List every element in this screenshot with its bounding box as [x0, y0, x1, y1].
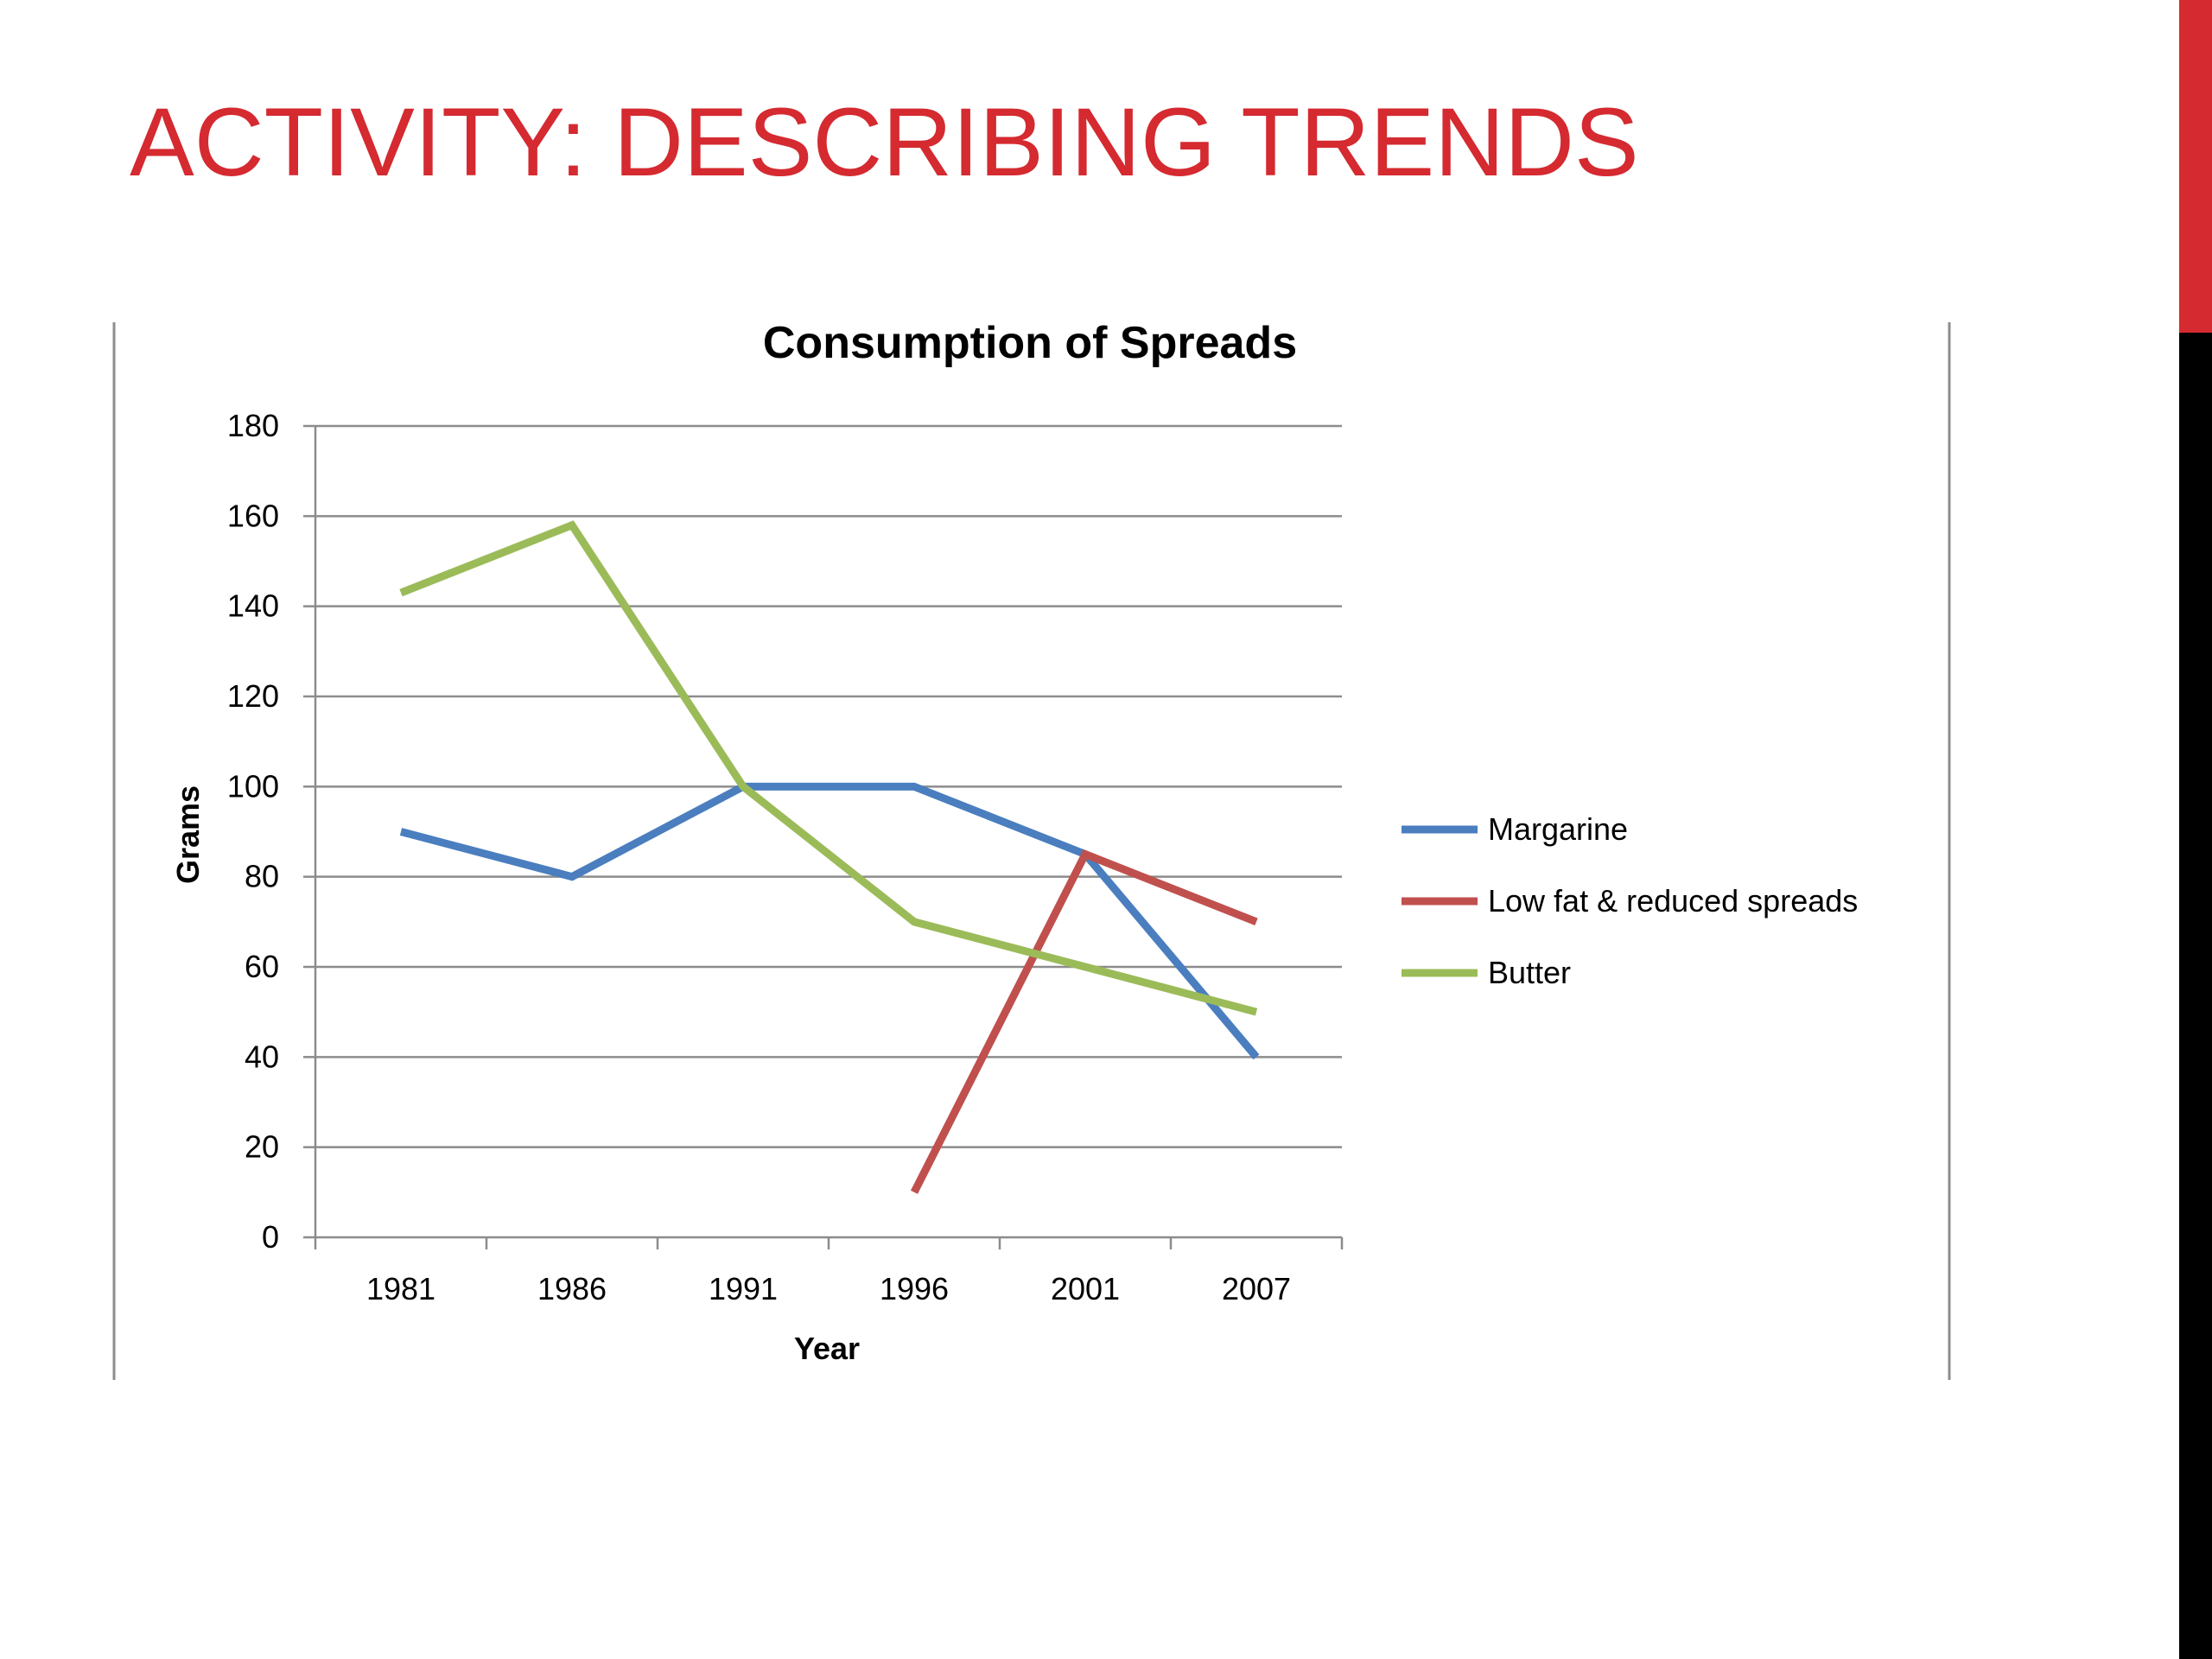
y-tick-label: 180 [227, 408, 279, 443]
y-tick-label: 160 [227, 498, 279, 533]
y-tick-label: 80 [245, 859, 279, 894]
x-tick-label: 1996 [880, 1271, 949, 1306]
y-tick-label: 0 [262, 1219, 279, 1255]
series-line-2 [399, 520, 1258, 1016]
slide-title: ACTIVITY: DESCRIBING TRENDS [130, 88, 1639, 196]
y-tick-label: 60 [245, 949, 279, 984]
y-tick-label: 100 [227, 768, 279, 804]
legend-label-1: Low fat & reduced spreads [1488, 883, 1858, 918]
series-line-0 [399, 782, 1260, 1060]
axis-layer: 0 20 40 60 80 100 120 140 160 180 1981 1986 1991 1996… [227, 408, 1344, 1306]
x-tick-label: 1981 [366, 1271, 435, 1306]
x-tick-label: 2007 [1222, 1271, 1291, 1306]
legend-label-2: Butter [1488, 955, 1571, 990]
legend-label-0: Margarine [1488, 811, 1628, 847]
x-tick-label: 1991 [709, 1271, 778, 1306]
y-tick-label: 20 [245, 1129, 279, 1165]
x-axis-label: Year [794, 1331, 860, 1366]
y-tick-label: 40 [245, 1039, 279, 1074]
x-tick-label: 1986 [537, 1271, 607, 1306]
chart-title: Consumption of Spreads [763, 318, 1297, 368]
accent-bar-black [2179, 333, 2212, 1659]
y-tick-label: 140 [227, 588, 279, 624]
y-axis-label: Grams [170, 785, 206, 884]
accent-bar-red [2179, 0, 2212, 333]
x-tick-label: 2001 [1051, 1271, 1120, 1306]
legend: Margarine Low fat & reduced spreads Butter [1402, 811, 1858, 990]
y-tick-label: 120 [227, 678, 279, 714]
series-layer [399, 520, 1260, 1194]
series-line-1 [910, 849, 1258, 1194]
grid-layer [315, 424, 1342, 1239]
